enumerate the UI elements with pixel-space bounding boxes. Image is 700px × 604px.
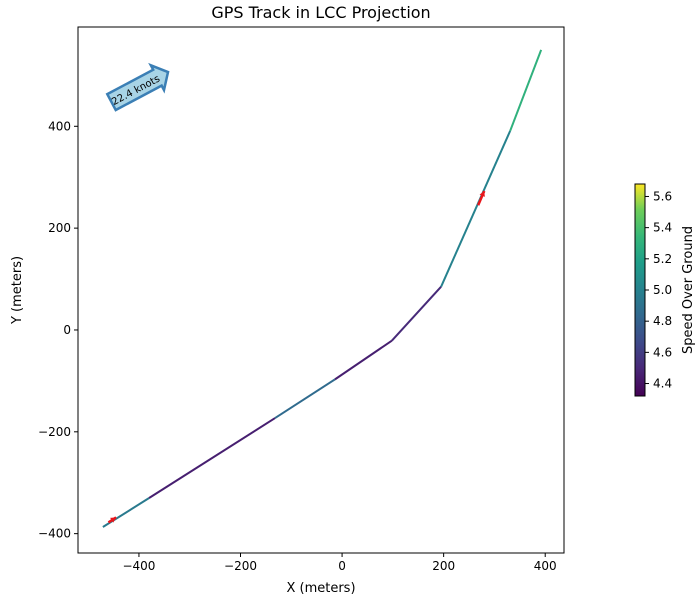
- direction-arrow-head: [110, 517, 117, 523]
- colorbar-tick-label: 4.6: [653, 345, 672, 359]
- colorbar-tick-label: 5.4: [653, 221, 672, 235]
- direction-arrow-1: [477, 190, 486, 206]
- track-segment-3: [334, 339, 393, 381]
- x-axis-label: X (meters): [286, 581, 355, 596]
- colorbar-tick-label: 4.8: [653, 314, 672, 328]
- x-tick-label: 0: [338, 559, 346, 573]
- x-tick-label: 400: [534, 559, 557, 573]
- y-tick-label: −400: [38, 527, 71, 541]
- track-segment-1: [148, 417, 276, 499]
- track-segment-2: [274, 378, 336, 419]
- x-tick-label: −400: [122, 559, 155, 573]
- speed-annotation: 22.4 knots: [105, 62, 170, 112]
- direction-arrow-0: [107, 516, 117, 524]
- direction-arrow-head: [479, 190, 485, 197]
- y-tick-label: 0: [63, 323, 71, 337]
- chart-title: GPS Track in LCC Projection: [211, 3, 430, 22]
- colorbar-tick-label: 5.6: [653, 189, 672, 203]
- y-tick-label: 400: [48, 119, 71, 133]
- x-tick-label: 200: [432, 559, 455, 573]
- wind-arrow-icon: [105, 62, 170, 112]
- colorbar-tick-label: 5.0: [653, 283, 672, 297]
- colorbar-label: Speed Over Ground: [681, 226, 696, 354]
- colorbar: [634, 183, 646, 397]
- track-segment-5: [440, 130, 512, 288]
- colorbar-tick-label: 5.2: [653, 252, 672, 266]
- colorbar-tick-label: 4.4: [653, 377, 672, 391]
- y-tick-label: −200: [38, 425, 71, 439]
- y-tick-label: 200: [48, 221, 71, 235]
- track-segment-6: [509, 49, 543, 132]
- x-tick-label: −200: [224, 559, 257, 573]
- track-segment-4: [391, 286, 442, 342]
- plot-frame: [77, 26, 565, 554]
- y-axis-label: Y (meters): [10, 256, 25, 325]
